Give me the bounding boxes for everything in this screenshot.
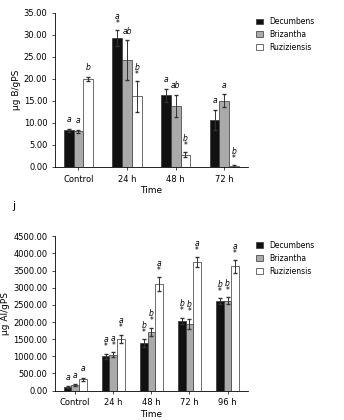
Bar [186,324,193,391]
Text: *: * [180,306,184,315]
Text: a: a [157,259,161,268]
Text: *: * [115,19,119,28]
Text: b: b [187,300,192,310]
Text: a: a [222,81,227,89]
Bar [83,79,93,167]
Text: *: * [157,266,161,275]
Text: *: * [183,141,187,150]
Text: a: a [212,96,217,105]
Bar [178,321,186,391]
Bar [74,131,83,167]
Bar [112,38,122,167]
Bar [79,379,87,391]
Y-axis label: μg Al/gPS: μg Al/gPS [1,292,10,335]
Text: *: * [135,70,139,79]
X-axis label: Time: Time [140,186,162,195]
Bar [72,386,79,391]
Bar [161,95,171,167]
Text: a: a [111,333,116,343]
Text: a: a [164,75,168,84]
Text: b: b [232,147,236,156]
Text: a: a [119,316,123,326]
Bar [109,354,117,391]
Text: *: * [233,249,237,258]
Bar [140,343,148,391]
Text: *: * [119,323,123,332]
Text: *: * [104,342,108,351]
Bar [229,166,239,167]
Text: a: a [195,239,200,248]
Text: *: * [195,246,199,255]
Text: ab: ab [122,27,132,36]
Bar [132,96,142,167]
Text: ab: ab [171,81,181,90]
Text: a: a [103,335,108,344]
Text: b: b [225,279,230,288]
Text: b: b [134,63,139,72]
Text: a: a [76,116,81,125]
Bar [102,356,109,391]
Text: b: b [183,134,188,143]
Text: j: j [13,201,16,211]
Bar [231,266,239,391]
Bar [171,106,181,167]
Text: a: a [73,371,77,380]
Text: *: * [226,286,229,295]
X-axis label: Time: Time [140,410,162,419]
Legend: Decumbens, Brizantha, Ruziziensis: Decumbens, Brizantha, Ruziziensis [255,240,315,276]
Text: a: a [233,242,237,251]
Text: a: a [115,12,120,21]
Text: *: * [142,328,146,337]
Text: *: * [218,287,222,296]
Text: *: * [232,154,236,163]
Bar [181,155,190,167]
Text: *: * [111,341,115,349]
Text: b: b [217,280,222,289]
Text: b: b [86,63,90,72]
Bar [64,387,72,391]
Bar [155,284,163,391]
Bar [148,332,155,391]
Text: a: a [65,373,70,382]
Text: *: * [187,307,191,316]
Bar [210,120,219,167]
Text: b: b [179,299,184,308]
Bar [216,301,224,391]
Y-axis label: μg B/gPS: μg B/gPS [12,70,21,110]
Bar [64,130,74,167]
Bar [193,262,201,391]
Bar [122,60,132,167]
Text: b: b [149,309,154,318]
Text: b: b [141,321,146,330]
Bar [224,301,231,391]
Legend: Decumbens, Brizantha, Ruziziensis: Decumbens, Brizantha, Ruziziensis [255,16,315,52]
Text: a: a [66,115,71,124]
Text: a: a [80,364,85,373]
Bar [117,339,125,391]
Bar [219,101,229,167]
Text: *: * [149,316,153,325]
